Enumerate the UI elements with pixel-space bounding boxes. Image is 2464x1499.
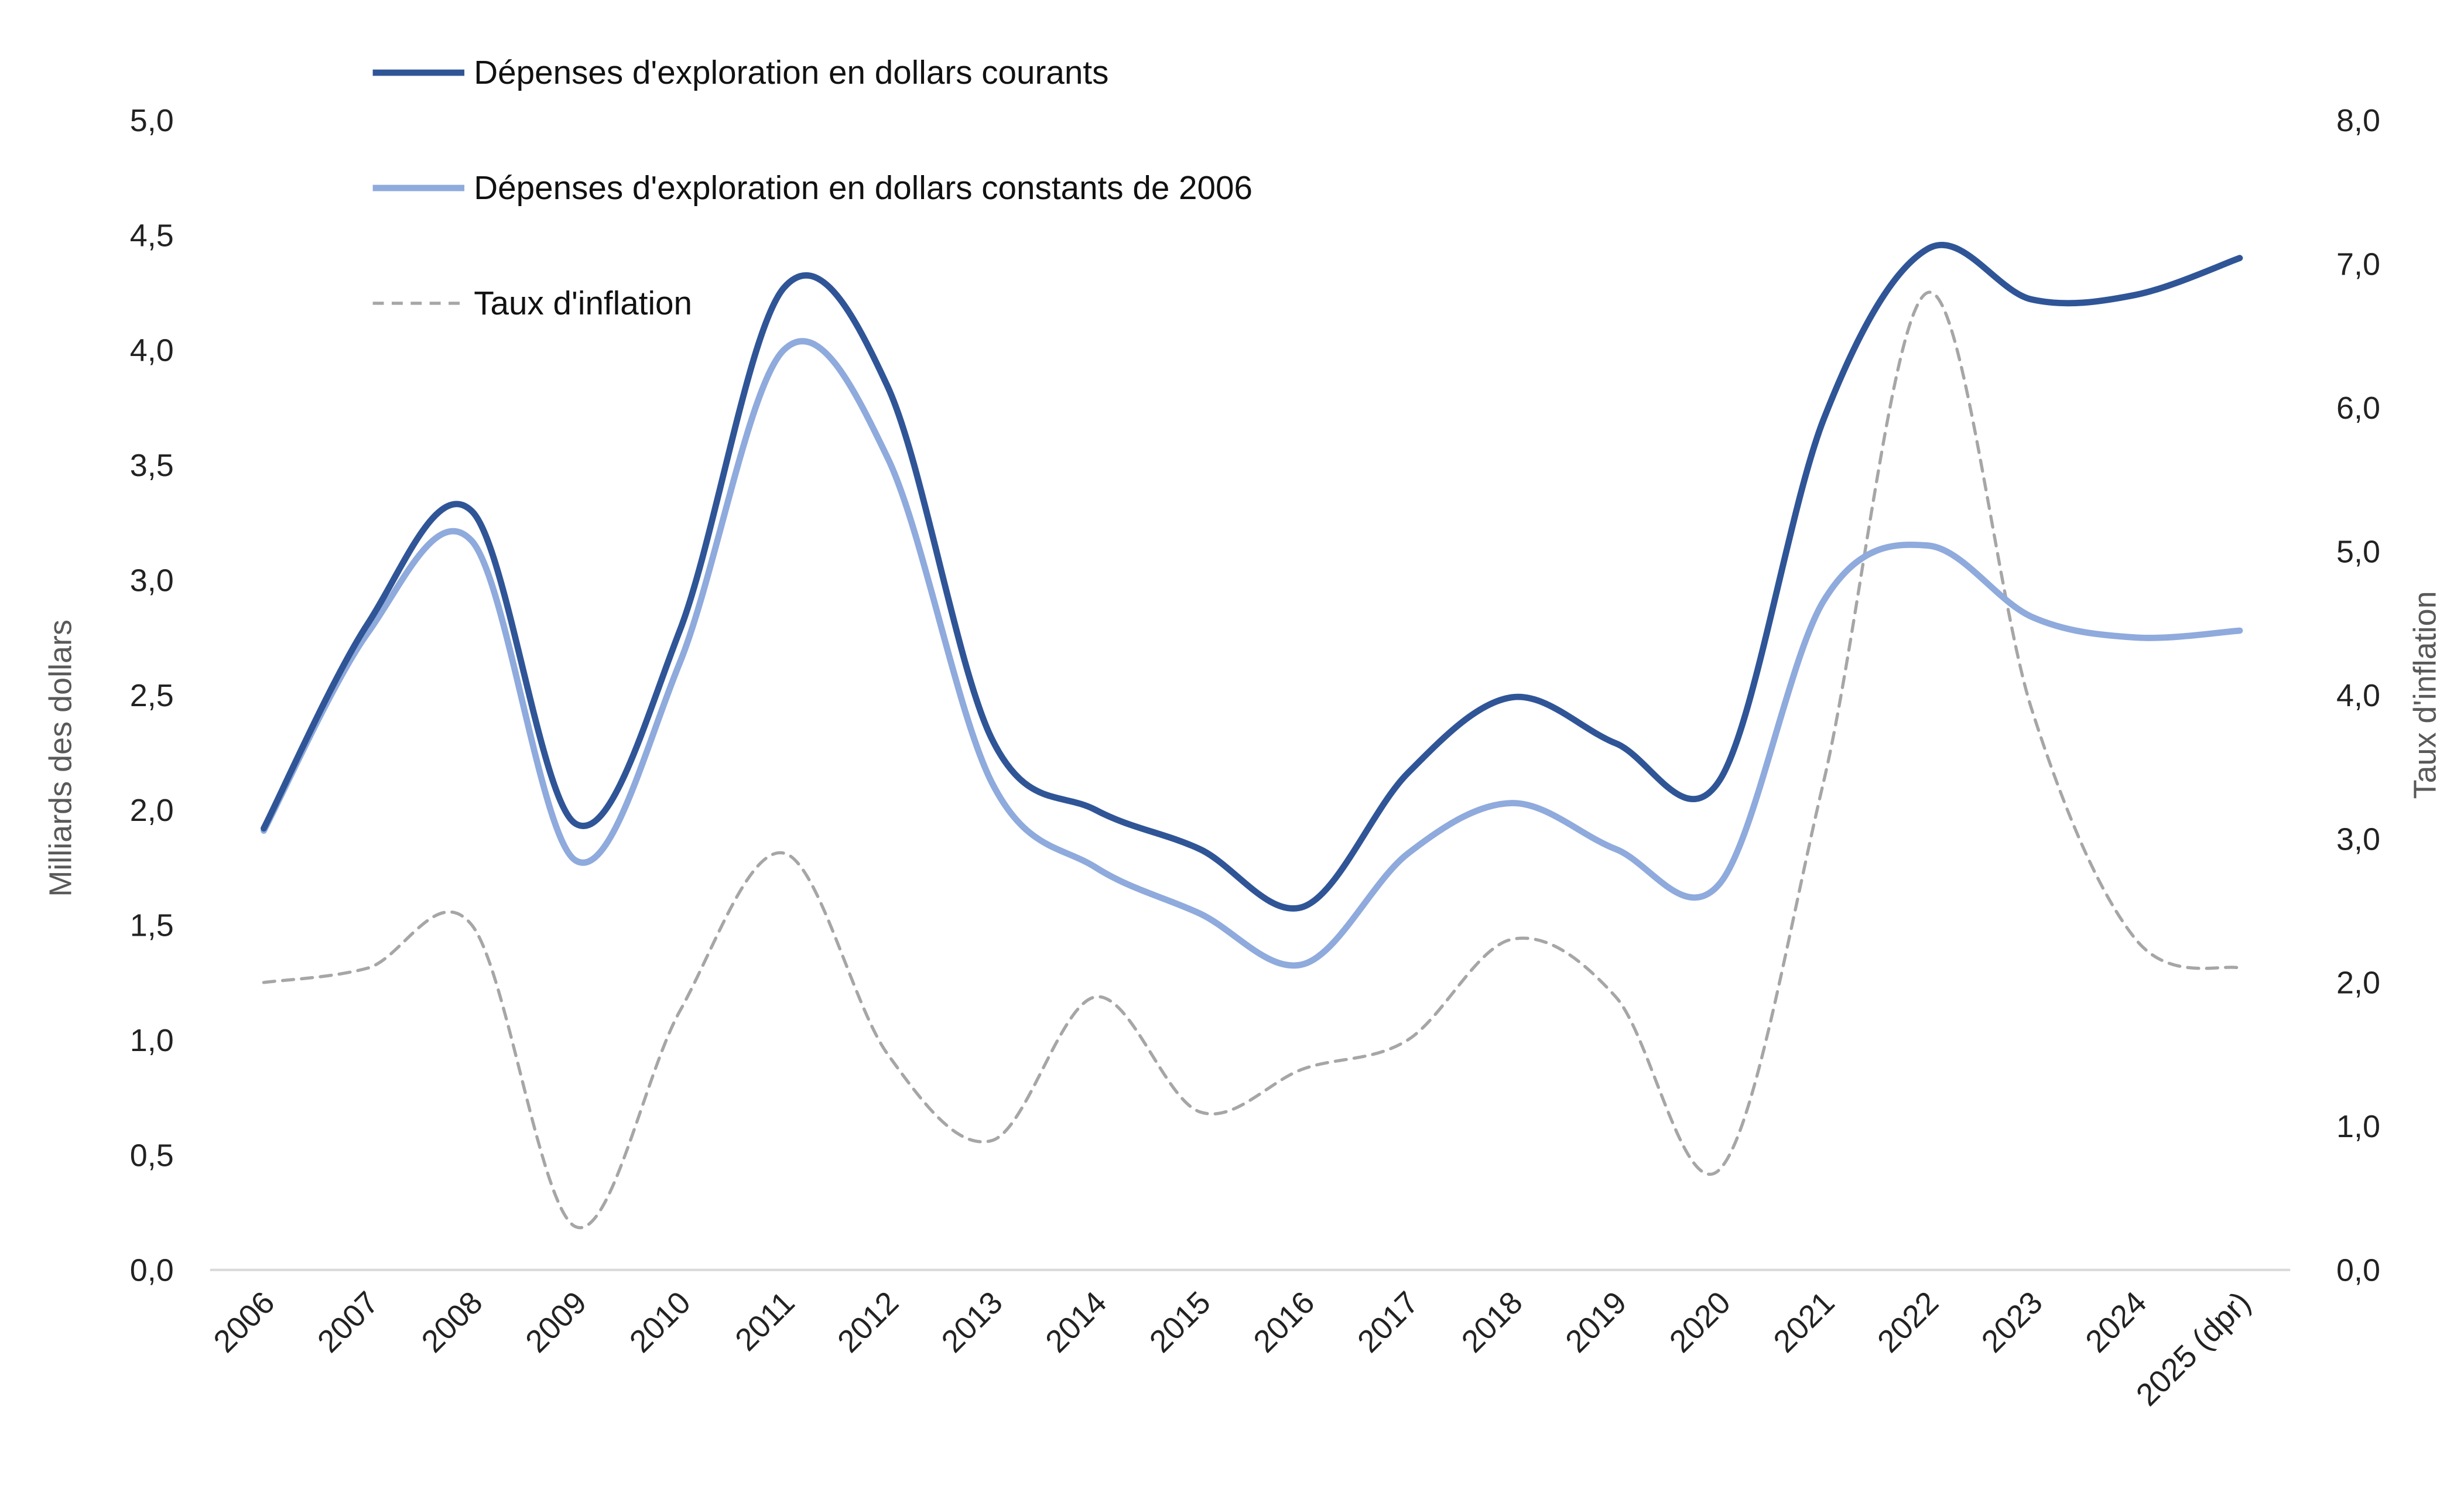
legend-label: Dépenses d'exploration en dollars consta… — [474, 170, 1252, 207]
x-tick-label: 2009 — [519, 1285, 593, 1359]
right-tick-label: 6,0 — [2336, 391, 2380, 426]
x-axis-ticks: 2006 2007 2008 2009 2010 2011 2012 2013 2014 2015… — [207, 1285, 2257, 1412]
right-tick-label: 5,0 — [2336, 534, 2380, 569]
x-tick-label: 2024 — [2079, 1285, 2153, 1359]
right-axis-label: Taux d'inflation — [2407, 591, 2442, 799]
right-tick-label: 1,0 — [2336, 1109, 2380, 1144]
right-tick-label: 7,0 — [2336, 247, 2380, 282]
left-axis-ticks: 0,0 0,5 1,0 1,5 2,0 2,5 3,0 3,5 4,0 4,5 5,0 — [130, 103, 174, 1288]
x-tick-label: 2014 — [1039, 1285, 1113, 1359]
right-tick-label: 3,0 — [2336, 822, 2380, 857]
left-tick-label: 0,5 — [130, 1138, 174, 1173]
x-tick-label: 2006 — [207, 1285, 281, 1359]
legend-label: Taux d'inflation — [474, 285, 692, 322]
left-tick-label: 0,0 — [130, 1253, 174, 1288]
left-tick-label: 3,5 — [130, 448, 174, 483]
x-tick-label: 2013 — [935, 1285, 1009, 1359]
x-tick-label: 2008 — [415, 1285, 489, 1359]
x-tick-label: 2010 — [623, 1285, 697, 1359]
x-tick-label: 2007 — [311, 1285, 385, 1359]
series-line-1 — [261, 338, 2243, 969]
left-tick-label: 5,0 — [130, 103, 174, 138]
x-tick-label: 2021 — [1767, 1285, 1841, 1359]
x-tick-label: 2015 — [1143, 1285, 1217, 1359]
x-tick-label: 2011 — [728, 1285, 801, 1357]
x-tick-label: 2022 — [1871, 1285, 1945, 1359]
left-tick-label: 2,5 — [130, 678, 174, 713]
right-tick-label: 0,0 — [2336, 1253, 2380, 1288]
x-tick-label: 2017 — [1351, 1285, 1425, 1359]
series-line-0 — [261, 242, 2243, 912]
x-tick-label: 2012 — [831, 1285, 905, 1359]
left-tick-label: 4,0 — [130, 333, 174, 368]
legend: Dépenses d'exploration en dollars couran… — [372, 54, 1252, 322]
right-tick-label: 8,0 — [2336, 103, 2380, 138]
x-tick-label: 2020 — [1663, 1285, 1737, 1359]
right-tick-label: 2,0 — [2336, 966, 2380, 1001]
legend-label: Dépenses d'exploration en dollars couran… — [474, 54, 1108, 91]
x-tick-label: 2025 (dpr) — [2130, 1285, 2257, 1412]
left-tick-label: 3,0 — [130, 563, 174, 598]
series-lines — [261, 242, 2243, 1230]
x-tick-label: 2016 — [1247, 1285, 1321, 1359]
left-tick-label: 1,5 — [130, 908, 174, 943]
x-tick-label: 2018 — [1455, 1285, 1529, 1359]
left-tick-label: 2,0 — [130, 793, 174, 828]
left-tick-label: 1,0 — [130, 1023, 174, 1058]
series-line-2 — [262, 290, 2241, 1230]
right-axis-ticks: 0,0 1,0 2,0 3,0 4,0 5,0 6,0 7,0 8,0 — [2336, 103, 2380, 1288]
left-axis-label: Milliards des dollars — [43, 620, 78, 897]
left-tick-label: 4,5 — [130, 218, 174, 253]
x-tick-label: 2023 — [1975, 1285, 2049, 1359]
x-tick-label: 2019 — [1559, 1285, 1633, 1359]
right-tick-label: 4,0 — [2336, 678, 2380, 713]
